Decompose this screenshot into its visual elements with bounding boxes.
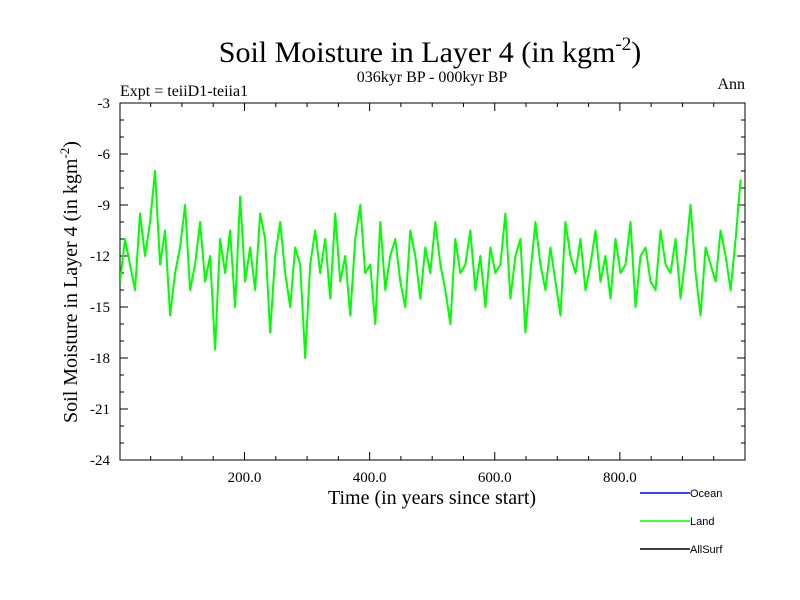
season-label: Ann	[717, 76, 745, 93]
y-tick-label: -18	[90, 351, 110, 367]
series-group	[120, 170, 742, 359]
x-axis: 200.0 400.0 600.0 800.0	[150, 103, 715, 486]
chart-subtitle: 036kyr BP - 000kyr BP	[357, 69, 508, 86]
legend-label-allsurf: AllSurf	[690, 544, 723, 556]
x-axis-label: Time (in years since start)	[328, 487, 536, 509]
legend: Ocean Land AllSurf	[640, 488, 723, 556]
x-tick-label: 200.0	[228, 470, 262, 486]
y-axis-label-close: )	[60, 141, 82, 148]
x-tick-label: 800.0	[603, 470, 637, 486]
y-axis-label-sup: -2	[57, 148, 72, 159]
legend-label-ocean: Ocean	[690, 488, 722, 500]
y-tick-label: -12	[90, 249, 110, 265]
legend-label-land: Land	[690, 516, 714, 528]
chart-title-main: Soil Moisture in Layer 4 (in kgm	[219, 36, 616, 69]
experiment-label: Expt = teiiD1-teiia1	[120, 83, 248, 100]
x-tick-label: 400.0	[353, 470, 387, 486]
y-axis: -3 -6 -9 -12 -15 -18 -21 -24	[90, 96, 745, 469]
series-line-land	[120, 170, 742, 359]
y-axis-label-main: Soil Moisture in Layer 4 (in kgm	[60, 158, 82, 423]
y-tick-label: -15	[90, 300, 110, 316]
y-tick-label: -3	[98, 96, 111, 112]
x-tick-label: 600.0	[478, 470, 512, 486]
y-axis-label: Soil Moisture in Layer 4 (in kgm-2)	[57, 141, 82, 423]
chart-title-close: )	[631, 36, 641, 69]
y-tick-label: -21	[90, 402, 110, 418]
chart-title: Soil Moisture in Layer 4 (in kgm-2)	[219, 34, 641, 69]
y-tick-label: -24	[90, 453, 110, 469]
chart-title-sup: -2	[615, 34, 631, 55]
y-tick-label: -9	[98, 198, 111, 214]
y-tick-label: -6	[98, 147, 111, 163]
